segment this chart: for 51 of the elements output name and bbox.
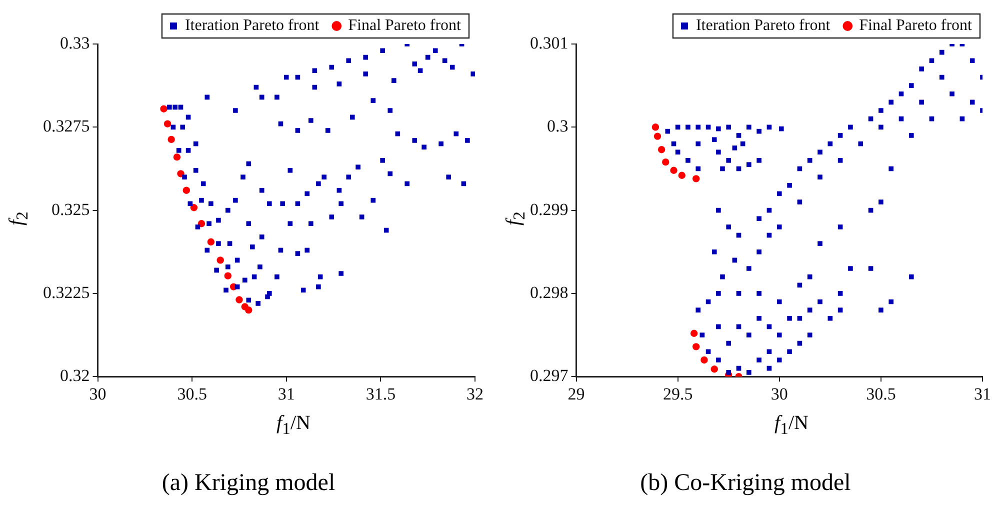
x-tick-label: 30.5 (177, 384, 207, 404)
x-tick-label: 29 (568, 384, 585, 404)
x-tick-label: 30 (89, 384, 106, 404)
point (690, 330, 698, 337)
point (245, 306, 252, 314)
legend-label: Iteration Pareto front (184, 17, 320, 34)
y-tick-label: 0.3275 (43, 116, 90, 136)
point (692, 343, 700, 350)
point (160, 105, 168, 112)
point (236, 296, 243, 304)
legend-label: Final Pareto front (859, 17, 973, 34)
y-tick-label: 0.301 (530, 33, 568, 52)
point (710, 366, 718, 373)
legend-label: Iteration Pareto front (696, 17, 831, 34)
x-axis-title: f$_{1}$/N (774, 412, 810, 439)
point (173, 153, 181, 161)
point (658, 146, 666, 154)
point (182, 186, 190, 194)
x-tick-label: 31 (974, 384, 991, 404)
point (190, 204, 198, 212)
point (670, 166, 678, 174)
point (168, 136, 175, 144)
point (224, 272, 232, 280)
y-tick-label: 0.3 (547, 116, 568, 136)
point (662, 158, 670, 166)
text: (b) Co-Kriging model (639, 470, 852, 497)
point (678, 172, 686, 179)
point (198, 220, 206, 228)
x-tick-label: 30.5 (866, 384, 896, 404)
x-tick-label: 30 (770, 384, 788, 404)
x-tick-label: 29.5 (662, 384, 693, 404)
point (654, 132, 662, 140)
point (692, 175, 700, 182)
y-tick-label: 0.298 (530, 282, 568, 302)
x-tick-label: 31 (278, 384, 295, 404)
y-tick-label: 0.297 (530, 366, 569, 386)
text: (a) Kriging model (160, 470, 336, 497)
point (164, 120, 172, 128)
point (700, 356, 708, 364)
legend-label: Final Pareto front (348, 17, 462, 34)
y-tick-label: 0.3225 (43, 282, 90, 302)
x-tick-label: 31.5 (366, 384, 396, 404)
y-tick-label: 0.32 (60, 366, 90, 386)
y-tick-label: 0.325 (52, 200, 90, 219)
x-axis-title: f$_{1}$/N (276, 412, 312, 439)
point (216, 256, 224, 264)
x-tick-label: 32 (466, 384, 484, 404)
y-tick-label: 0.299 (530, 200, 568, 219)
y-tick-label: 0.33 (60, 33, 90, 52)
point (207, 238, 215, 246)
point (652, 124, 660, 131)
